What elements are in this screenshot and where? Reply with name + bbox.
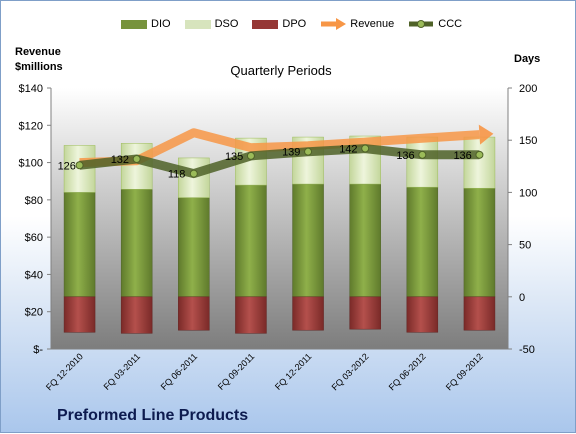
revenue-arrowhead: [478, 124, 494, 145]
legend-swatch-dso: [184, 19, 211, 29]
ccc-marker: [132, 154, 141, 163]
left-tick-label: $40: [25, 269, 43, 281]
left-tick-label: $60: [25, 232, 43, 244]
legend-label-dpo: DPO: [282, 18, 307, 30]
ccc-marker: [246, 151, 255, 160]
bar-dio: [463, 187, 496, 298]
left-tick-label: $80: [25, 195, 43, 207]
bar-dio: [120, 189, 153, 298]
bar-dso: [406, 136, 439, 188]
legend-label-ccc: CCC: [438, 18, 463, 30]
right-tick-label: 200: [519, 83, 537, 95]
x-tick-label: FQ 09-2011: [216, 351, 257, 392]
ccc-data-label: 132: [111, 154, 129, 166]
x-tick-label: FQ 12-2010: [44, 351, 85, 392]
plot-area: [51, 88, 508, 349]
legend-swatch-dio: [121, 19, 147, 29]
legend-label-dso: DSO: [214, 18, 239, 30]
legend-label-revenue: Revenue: [350, 18, 395, 30]
chart-subtitle: Quarterly Periods: [230, 63, 332, 78]
legend-item-revenue: Revenue: [320, 18, 394, 30]
bar-dio: [63, 192, 96, 298]
ccc-data-label: 136: [396, 150, 414, 162]
right-tick-label: 0: [519, 292, 525, 304]
right-tick-label: 100: [519, 187, 537, 199]
legend-swatch-dpo: [252, 19, 279, 29]
left-tick-label: $140: [19, 83, 43, 95]
left-axis-unit-line2: $millions: [15, 61, 63, 73]
revenue-line: [79, 128, 480, 168]
chart-legend: DIO DSO DPO Revenue CCC: [121, 16, 476, 32]
ccc-data-label: 136: [453, 150, 471, 162]
ccc-marker: [418, 150, 427, 159]
right-tick-label: 50: [519, 240, 531, 252]
left-tick-label: $100: [19, 158, 43, 170]
bar-dpo: [178, 296, 210, 331]
bar-dpo: [63, 296, 96, 333]
legend-label-dio: DIO: [151, 18, 171, 30]
legend-arrow-revenue: [320, 18, 347, 30]
ccc-marker: [475, 150, 484, 159]
left-axis-unit-line1: Revenue: [15, 46, 61, 58]
ccc-marker: [75, 161, 84, 170]
bar-dpo: [406, 296, 439, 333]
ccc-data-label: 135: [225, 151, 243, 163]
x-tick-label: FQ 06-2011: [159, 351, 200, 392]
ccc-marker: [361, 144, 370, 153]
legend-item-ccc: CCC: [408, 18, 462, 30]
bar-dpo: [235, 296, 267, 334]
left-tick-label: $-: [33, 344, 43, 356]
ccc-line: [79, 144, 480, 179]
right-tick-label: 150: [519, 135, 537, 147]
left-tick-label: $20: [25, 307, 43, 319]
bar-dio: [178, 197, 210, 298]
bar-dpo: [349, 296, 381, 330]
x-tick-label: FQ 03-2012: [330, 351, 371, 392]
legend-item-dpo: DPO: [252, 18, 306, 30]
left-tick-label: $120: [19, 120, 43, 132]
x-tick-label: FQ 12-2011: [273, 351, 314, 392]
legend-line-ccc: [408, 18, 434, 30]
bar-dpo: [120, 296, 153, 334]
right-tick-label: -50: [519, 344, 535, 356]
ccc-data-label: 118: [168, 169, 186, 181]
ccc-data-label: 126: [58, 160, 76, 172]
legend-item-dso: DSO: [184, 18, 239, 30]
company-name: Preformed Line Products: [57, 407, 249, 424]
right-axis-unit: Days: [514, 53, 541, 65]
ccc-marker: [304, 147, 313, 156]
bar-dio: [349, 183, 381, 298]
bar-dio: [235, 184, 267, 298]
x-tick-label: FQ 06-2012: [387, 351, 428, 392]
ccc-marker: [189, 169, 198, 178]
ccc-data-label: 139: [282, 147, 300, 159]
bar-dio: [292, 183, 324, 298]
x-tick-label: FQ 09-2012: [444, 351, 485, 392]
bar-dso: [463, 136, 496, 189]
x-tick-label: FQ 03-2011: [102, 351, 143, 392]
ccc-data-label: 142: [339, 144, 357, 156]
bar-dio: [406, 186, 439, 298]
bar-dpo: [292, 296, 324, 331]
bar-dpo: [463, 296, 496, 331]
left-axis-unit: Revenue $millions: [15, 45, 63, 75]
legend-item-dio: DIO: [121, 18, 171, 30]
